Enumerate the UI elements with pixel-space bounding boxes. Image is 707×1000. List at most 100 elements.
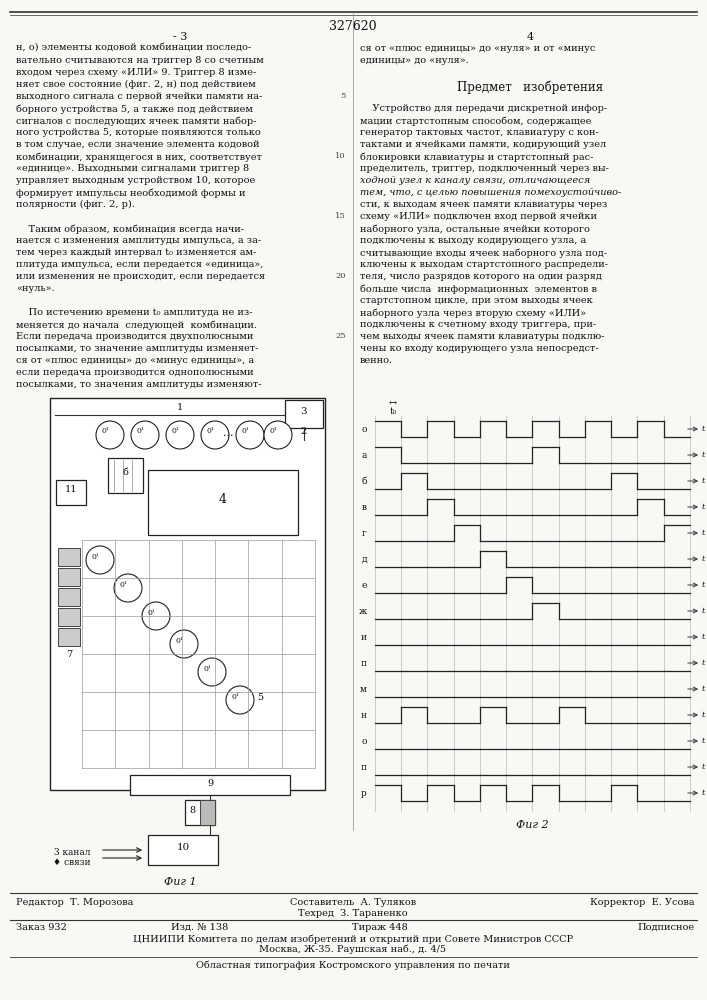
Text: t₀: t₀ [390, 407, 397, 416]
Text: посылками, то значение амплитуды изменяет-: посылками, то значение амплитуды изменяе… [16, 344, 258, 353]
Text: венно.: венно. [360, 356, 393, 365]
Text: t: t [702, 659, 706, 667]
Text: ключены к выходам стартстопного распредели-: ключены к выходам стартстопного распреде… [360, 260, 608, 269]
Text: 0¹: 0¹ [269, 427, 277, 435]
Bar [58, 548, 80, 566]
Text: б: б [122, 468, 129, 477]
Text: управляет выходным устройством 10, которое: управляет выходным устройством 10, котор… [16, 176, 255, 185]
Text: мации стартстопным способом, содержащее: мации стартстопным способом, содержащее [360, 116, 591, 125]
Text: 0¹: 0¹ [119, 581, 127, 589]
Text: t: t [702, 581, 706, 589]
Bar [58, 628, 80, 646]
Text: посылками, то значения амплитуды изменяют-: посылками, то значения амплитуды изменяю… [16, 380, 262, 389]
Text: ...: ... [223, 428, 233, 438]
Circle shape [236, 421, 264, 449]
Circle shape [131, 421, 159, 449]
Text: t: t [702, 451, 706, 459]
Circle shape [142, 602, 170, 630]
Text: t: t [702, 503, 706, 511]
Text: единицы» до «нуля».: единицы» до «нуля». [360, 56, 469, 65]
Bar [56, 480, 86, 505]
Text: Изд. № 138: Изд. № 138 [171, 923, 228, 932]
Text: теля, число разрядов которого на один разряд: теля, число разрядов которого на один ра… [360, 272, 602, 281]
Text: Таким образом, комбинация всегда начи-: Таким образом, комбинация всегда начи- [16, 224, 244, 233]
Circle shape [166, 421, 194, 449]
Text: 4: 4 [219, 493, 227, 506]
Text: Подписное: Подписное [638, 923, 695, 932]
Text: в том случае, если значение элемента кодовой: в том случае, если значение элемента код… [16, 140, 259, 149]
Circle shape [201, 421, 229, 449]
Bar [130, 775, 290, 795]
Text: t: t [702, 711, 706, 719]
Text: 3: 3 [300, 406, 308, 416]
Text: 8: 8 [189, 806, 196, 815]
Text: ходной узел к каналу связи, отличающееся: ходной узел к каналу связи, отличающееся [360, 176, 590, 185]
Text: 25: 25 [335, 332, 346, 340]
Text: t: t [702, 529, 706, 537]
Circle shape [114, 574, 142, 602]
Bar [185, 800, 215, 825]
Text: генератор тактовых частот, клавиатуру с кон-: генератор тактовых частот, клавиатуру с … [360, 128, 599, 137]
Text: меняется до начала  следующей  комбинации.: меняется до начала следующей комбинации. [16, 320, 257, 330]
Text: няет свое состояние (фиг. 2, н) под действием: няет свое состояние (фиг. 2, н) под дейс… [16, 80, 256, 89]
Text: 0¹: 0¹ [136, 427, 144, 435]
Text: сигналов с последующих ячеек памяти набор-: сигналов с последующих ячеек памяти набо… [16, 116, 257, 125]
Text: 7: 7 [66, 650, 72, 659]
Bar [148, 470, 298, 535]
Text: ся от «плюс единицы» до «минус единицы», а: ся от «плюс единицы» до «минус единицы»,… [16, 356, 254, 365]
Text: ЦНИИПИ Комитета по делам изобретений и открытий при Совете Министров СССР: ЦНИИПИ Комитета по делам изобретений и о… [133, 934, 573, 944]
Bar [58, 608, 80, 626]
Text: нается с изменения амплитуды импульса, а за-: нается с изменения амплитуды импульса, а… [16, 236, 261, 245]
Text: t: t [702, 477, 706, 485]
Text: 5: 5 [341, 92, 346, 100]
Text: - 3: - 3 [173, 32, 187, 42]
Text: входом через схему «ИЛИ» 9. Триггер 8 изме-: входом через схему «ИЛИ» 9. Триггер 8 из… [16, 68, 256, 77]
Text: 2: 2 [300, 426, 306, 436]
Text: г: г [362, 528, 367, 538]
Text: подключены к выходу кодирующего узла, а: подключены к выходу кодирующего узла, а [360, 236, 586, 245]
Text: Фиг 2: Фиг 2 [516, 820, 549, 830]
Text: t: t [702, 737, 706, 745]
Bar [58, 588, 80, 606]
Text: 0¹: 0¹ [203, 665, 211, 673]
Text: пределитель, триггер, подключенный через вы-: пределитель, триггер, подключенный через… [360, 164, 609, 173]
Circle shape [96, 421, 124, 449]
Text: 0¹: 0¹ [171, 427, 179, 435]
Text: если передача производится однополюсными: если передача производится однополюсными [16, 368, 254, 377]
Text: 10: 10 [335, 152, 346, 160]
Text: полярности (фиг. 2, р).: полярности (фиг. 2, р). [16, 200, 135, 209]
Text: больше числа  информационных  элементов в: больше числа информационных элементов в [360, 284, 597, 294]
Text: 10: 10 [176, 844, 189, 852]
Text: наборного узла через вторую схему «ИЛИ»: наборного узла через вторую схему «ИЛИ» [360, 308, 586, 318]
Text: б: б [361, 477, 367, 486]
Text: а: а [361, 450, 367, 460]
Text: t: t [702, 607, 706, 615]
Text: Техред  З. Тараненко: Техред З. Тараненко [298, 909, 408, 918]
Text: подключены к счетному входу триггера, при-: подключены к счетному входу триггера, пр… [360, 320, 596, 329]
Text: н: н [361, 710, 367, 720]
Text: 327620: 327620 [329, 20, 377, 33]
Text: и: и [361, 633, 367, 642]
Text: сти, к выходам ячеек памяти клавиатуры через: сти, к выходам ячеек памяти клавиатуры ч… [360, 200, 607, 209]
Text: стартстопном цикле, при этом выходы ячеек: стартстопном цикле, при этом выходы ячее… [360, 296, 592, 305]
Text: д: д [361, 554, 367, 564]
Text: 5: 5 [257, 692, 263, 702]
Text: е: е [361, 580, 367, 589]
Text: 9: 9 [207, 778, 213, 788]
Circle shape [86, 546, 114, 574]
Text: t: t [702, 763, 706, 771]
Text: 0¹: 0¹ [147, 609, 155, 617]
Text: t: t [702, 633, 706, 641]
Text: о: о [361, 736, 367, 746]
Text: Составитель  А. Туляков: Составитель А. Туляков [290, 898, 416, 907]
Text: или изменения не происходит, если передается: или изменения не происходит, если переда… [16, 272, 265, 281]
Text: Корректор  Е. Усова: Корректор Е. Усова [590, 898, 695, 907]
Text: плитуда импульса, если передается «единица»,: плитуда импульса, если передается «едини… [16, 260, 264, 269]
Bar [148, 835, 218, 865]
Text: формирует импульсы необходимой формы и: формирует импульсы необходимой формы и [16, 188, 245, 198]
Text: 4: 4 [527, 32, 534, 42]
Text: 0¹: 0¹ [91, 553, 99, 561]
Text: Устройство для передачи дискретной инфор-: Устройство для передачи дискретной инфор… [360, 104, 607, 113]
Text: в: в [362, 502, 367, 512]
Bar [285, 400, 323, 428]
